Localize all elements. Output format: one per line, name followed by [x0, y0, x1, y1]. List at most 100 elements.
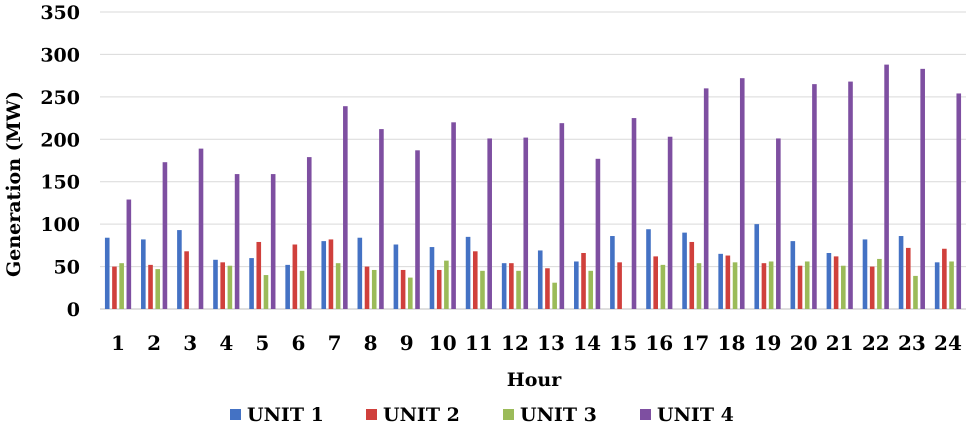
bar-unit-2-hour-20	[797, 265, 803, 309]
bar-unit-4-hour-16	[667, 136, 673, 309]
x-tick-label: 20	[790, 331, 818, 355]
x-tick-label: 13	[537, 331, 565, 355]
bar-unit-3-hour-21	[841, 265, 846, 309]
x-tick-label: 18	[718, 331, 746, 355]
y-tick-label: 50	[54, 257, 80, 279]
y-tick-label: 200	[40, 129, 80, 151]
y-tick-label: 350	[40, 2, 80, 24]
bar-unit-2-hour-23	[905, 247, 911, 309]
legend-swatch	[640, 409, 651, 420]
x-axis-label: Hour	[507, 369, 562, 391]
x-tick-label: 15	[609, 331, 637, 355]
bar-unit-2-hour-24	[942, 248, 947, 309]
bar-unit-3-hour-4	[227, 265, 233, 309]
bar-unit-2-hour-1	[112, 266, 117, 309]
bar-unit-1-hour-15	[610, 236, 615, 309]
bar-unit-1-hour-10	[429, 247, 435, 309]
legend-label: UNIT 2	[383, 404, 460, 426]
x-tick-label: 2	[147, 331, 161, 355]
bar-unit-4-hour-3	[198, 148, 204, 309]
y-tick-label: 0	[67, 299, 80, 321]
bar-unit-4-hour-4	[234, 174, 240, 309]
x-tick-label: 12	[501, 331, 529, 355]
bar-unit-1-hour-9	[393, 244, 399, 309]
bar-unit-3-hour-18	[732, 262, 738, 309]
bar-unit-4-hour-12	[523, 137, 529, 309]
legend-label: UNIT 1	[247, 404, 324, 426]
bar-unit-2-hour-21	[833, 256, 839, 309]
bar-unit-4-hour-11	[487, 138, 492, 309]
bar-unit-1-hour-20	[790, 241, 796, 309]
bar-unit-3-hour-7	[335, 263, 341, 309]
bar-unit-1-hour-19	[754, 224, 760, 309]
bar-unit-3-hour-11	[480, 270, 485, 309]
bar-unit-4-hour-14	[595, 158, 601, 309]
bar-unit-1-hour-5	[249, 258, 254, 309]
legend-swatch	[366, 409, 377, 420]
bar-unit-2-hour-3	[184, 251, 189, 309]
bar-unit-1-hour-1	[104, 237, 110, 309]
bar-unit-1-hour-24	[934, 262, 940, 309]
bar-unit-3-hour-6	[299, 270, 305, 309]
bar-unit-3-hour-13	[552, 282, 557, 309]
y-tick-label: 150	[40, 172, 80, 194]
legend: UNIT 1 UNIT 2 UNIT 3 UNIT 4	[230, 404, 734, 426]
bar-unit-1-hour-3	[177, 230, 182, 309]
bar-unit-2-hour-18	[725, 255, 731, 309]
bar-unit-1-hour-2	[141, 239, 146, 309]
bar-unit-4-hour-15	[631, 118, 637, 309]
bar-unit-4-hour-17	[703, 88, 709, 309]
bar-unit-4-hour-21	[848, 81, 853, 309]
bar-unit-3-hour-22	[877, 258, 882, 309]
x-tick-label: 23	[898, 331, 926, 355]
x-tick-label: 14	[573, 331, 601, 355]
bar-unit-2-hour-22	[869, 266, 875, 309]
bar-unit-1-hour-12	[501, 263, 507, 309]
y-tick-labels: 0 50 100 150 200 250 300 350	[40, 2, 80, 321]
x-tick-label: 16	[645, 331, 673, 355]
bar-unit-4-hour-9	[415, 150, 420, 309]
bar-unit-3-hour-20	[804, 261, 810, 309]
bar-unit-4-hour-5	[270, 174, 276, 309]
bar-unit-3-hour-17	[696, 263, 702, 309]
bar-unit-2-hour-10	[436, 269, 442, 309]
bar-unit-4-hour-23	[920, 68, 925, 310]
bar-unit-4-hour-24	[956, 93, 962, 309]
bar-unit-4-hour-10	[451, 122, 456, 309]
x-tick-label: 24	[934, 331, 962, 355]
bar-unit-4-hour-13	[559, 123, 565, 309]
x-tick-label: 10	[429, 331, 457, 355]
bar-unit-1-hour-7	[321, 241, 327, 309]
bar-unit-1-hour-8	[357, 237, 363, 309]
legend-swatch	[230, 409, 241, 420]
bar-unit-4-hour-20	[812, 84, 817, 309]
x-tick-label: 17	[681, 331, 709, 355]
bar-unit-1-hour-16	[646, 229, 651, 309]
bar-unit-2-hour-4	[220, 262, 225, 309]
bar-unit-3-hour-8	[371, 269, 377, 309]
x-tick-label: 11	[465, 331, 493, 355]
x-tick-label: 9	[400, 331, 414, 355]
y-axis-label: Generation (MW)	[3, 91, 25, 277]
legend-label: UNIT 3	[520, 404, 597, 426]
bar-unit-3-hour-2	[155, 269, 161, 309]
bar-unit-3-hour-19	[768, 261, 774, 309]
bar-unit-4-hour-22	[884, 64, 889, 310]
bar-unit-2-hour-17	[689, 241, 695, 309]
bar-unit-4-hour-18	[739, 78, 745, 309]
x-tick-label: 1	[111, 331, 125, 355]
bar-unit-1-hour-22	[862, 239, 868, 309]
y-tick-label: 300	[40, 44, 80, 66]
bar-unit-2-hour-7	[328, 239, 334, 309]
bar-unit-2-hour-13	[545, 268, 550, 309]
bar-unit-2-hour-5	[256, 241, 262, 309]
x-tick-label: 19	[754, 331, 782, 355]
bar-unit-1-hour-4	[213, 259, 218, 309]
bar-unit-4-hour-1	[126, 199, 132, 309]
y-tick-label: 100	[40, 214, 80, 236]
bar-unit-4-hour-2	[162, 162, 168, 309]
bar-unit-3-hour-12	[516, 270, 521, 309]
bar-unit-2-hour-11	[472, 251, 478, 309]
bar-unit-1-hour-23	[898, 236, 904, 309]
bar-unit-2-hour-8	[364, 266, 370, 309]
